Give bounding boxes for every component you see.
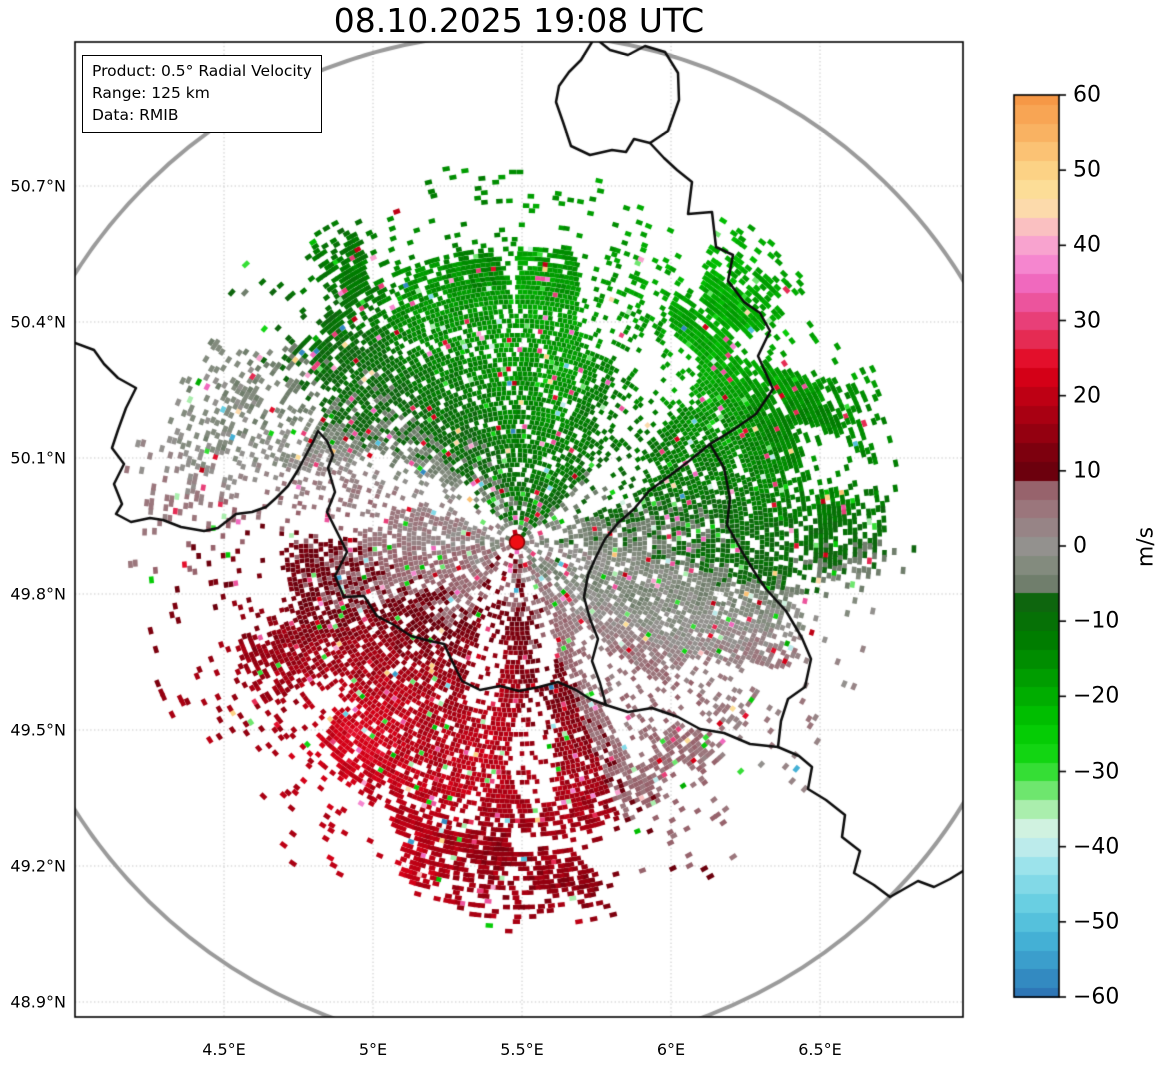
- info-data-source-line: Data: RMIB: [92, 106, 179, 124]
- y-tick-label: 49.2°N: [10, 856, 66, 876]
- colorbar-tick-label: 60: [1073, 82, 1101, 108]
- colorbar-tick-label: 0: [1073, 533, 1087, 559]
- x-tick-label: 5.5°E: [500, 1040, 544, 1059]
- y-tick-label: 50.4°N: [10, 312, 66, 332]
- colorbar-tick-label: 30: [1073, 308, 1101, 333]
- colorbar-tick-label: −50: [1073, 909, 1120, 935]
- info-range-line: Range: 125 km: [92, 84, 210, 102]
- info-product-line: Product: 0.5° Radial Velocity: [92, 62, 312, 80]
- plot-title: 08.10.2025 19:08 UTC: [333, 1, 705, 40]
- colorbar-tick-label: 50: [1073, 157, 1101, 183]
- product-info-box: Product: 0.5° Radial Velocity Range: 125…: [82, 55, 322, 133]
- x-tick-label: 6.5°E: [798, 1040, 842, 1059]
- colorbar-unit-label: m/s: [1133, 526, 1159, 568]
- colorbar-tick-label: −20: [1073, 683, 1120, 709]
- x-tick-label: 4.5°E: [202, 1040, 246, 1059]
- y-tick-label: 49.5°N: [10, 720, 66, 740]
- colorbar-tick-label: −30: [1073, 759, 1120, 784]
- colorbar-tick-label: 10: [1073, 458, 1101, 484]
- colorbar-tick-label: 40: [1073, 232, 1101, 258]
- colorbar-tick-label: −40: [1073, 834, 1120, 860]
- y-tick-label: 49.8°N: [10, 584, 66, 604]
- x-tick-label: 6°E: [656, 1040, 686, 1059]
- y-tick-label: 50.1°N: [10, 448, 66, 468]
- colorbar-tick-label: −60: [1073, 984, 1120, 1010]
- colorbar-tick-label: −10: [1073, 608, 1120, 634]
- x-tick-label: 5°E: [358, 1040, 388, 1059]
- y-tick-label: 50.7°N: [10, 176, 66, 196]
- colorbar-tick-label: 20: [1073, 383, 1101, 409]
- y-tick-label: 48.9°N: [10, 992, 66, 1012]
